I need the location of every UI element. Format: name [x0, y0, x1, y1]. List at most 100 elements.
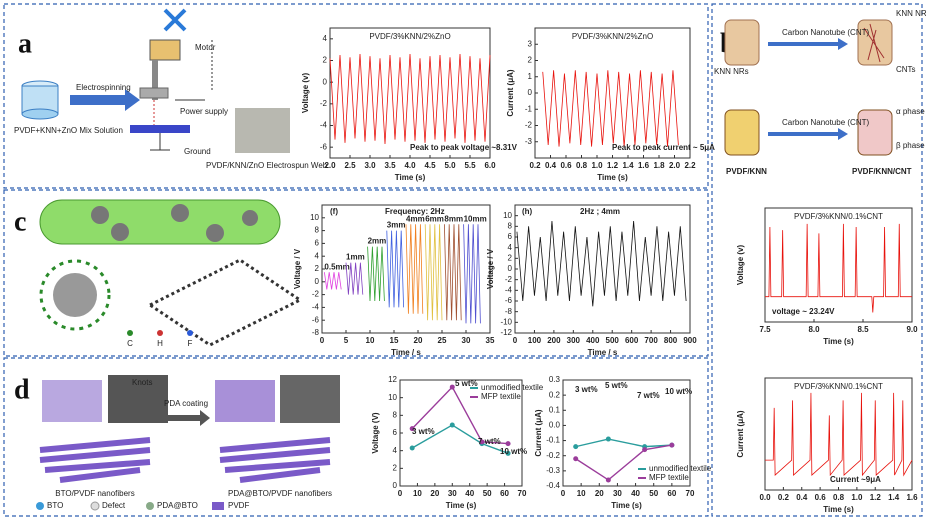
electrospinning-setup: [21, 8, 290, 153]
y-tick-label: -4: [505, 285, 513, 294]
x-tick-label: 0.2: [529, 161, 541, 170]
x-tick-label: 300: [567, 336, 581, 345]
ground-label: Ground: [184, 147, 211, 156]
legend-label: C: [127, 339, 133, 348]
x-tick-label: 35: [486, 336, 495, 345]
x-tick-label: 0.6: [815, 493, 827, 502]
x-axis-label: Time / s: [588, 348, 618, 357]
series-line: [575, 438, 672, 448]
x-tick-label: 1.0: [851, 493, 863, 502]
x-tick-label: 700: [644, 336, 658, 345]
y-tick-label: 4: [393, 446, 398, 455]
nanofiber-schematic: [36, 375, 340, 511]
y-axis-label: Current (μA): [506, 69, 515, 116]
chart-title: PVDF/3%KNN/2%ZnO: [572, 32, 653, 41]
x-tick-label: 50: [649, 489, 658, 498]
legend-label: unmodified textile: [481, 383, 544, 392]
y-tick-label: 8: [315, 226, 320, 235]
x-tick-label: 7.5: [759, 325, 771, 334]
x-tick-label: 400: [586, 336, 600, 345]
x-tick-label: 1.0: [591, 161, 603, 170]
x-tick-label: 8.5: [857, 325, 869, 334]
y-tick-label: 12: [388, 375, 397, 384]
x-tick-label: 0.8: [833, 493, 845, 502]
series-label: 0.5mm: [324, 262, 349, 271]
y-tick-label: 6: [508, 232, 513, 241]
x-tick-label: 0.8: [576, 161, 588, 170]
legend-label: MFP textile: [481, 392, 521, 401]
y-tick-label: 2: [323, 56, 328, 65]
y-axis-label: Voltage (v): [301, 73, 310, 114]
legend-label: H: [157, 339, 163, 348]
series-line: [463, 224, 481, 324]
y-tick-label: -4: [320, 121, 328, 130]
x-tick-label: 0.2: [778, 493, 790, 502]
point: [642, 447, 648, 453]
arrow-label: Carbon Nanotube (CNT): [782, 28, 869, 37]
step-label: PDA coating: [164, 399, 208, 408]
point: [479, 439, 485, 445]
material-label: PVDF/KNN/CNT: [852, 167, 912, 176]
series-line: [324, 272, 342, 290]
y-tick-label: -2: [312, 290, 320, 299]
series-label: 4mm: [406, 214, 425, 223]
annotation: 5 wt%: [455, 379, 478, 388]
y-tick-label: 4: [323, 34, 328, 43]
x-tick-label: 5.5: [464, 161, 476, 170]
x-tick-label: 10: [577, 489, 586, 498]
x-tick-label: 8.0: [808, 325, 820, 334]
y-tick-label: 1: [528, 72, 533, 81]
y-tick-label: -6: [505, 296, 513, 305]
y-tick-label: 10: [310, 213, 319, 222]
series-label: 10mm: [464, 214, 487, 223]
material-label: PVDF/KNN: [726, 167, 767, 176]
series-label: 6mm: [425, 214, 444, 223]
x-tick-label: 0.4: [545, 161, 557, 170]
y-tick-label: -0.3: [546, 466, 560, 475]
annotation: 7 wt%: [478, 437, 501, 446]
x-tick-label: 25: [438, 336, 447, 345]
series-line: [542, 70, 679, 147]
y-tick-label: 10: [388, 393, 397, 402]
y-tick-label: -2: [525, 121, 533, 130]
point: [449, 422, 455, 428]
panel-a-box: [3, 3, 709, 189]
y-tick-label: -10: [500, 317, 512, 326]
x-axis-label: Time (s): [395, 173, 426, 182]
y-tick-label: -2: [320, 99, 328, 108]
annotation: voltage ~ 23.24V: [772, 307, 835, 316]
series-line: [424, 224, 443, 321]
y-tick-label: -6: [320, 142, 328, 151]
x-tick-label: 1.6: [906, 493, 918, 502]
annotation: 10 wt%: [500, 447, 527, 456]
knn-label: KNN NRs: [896, 9, 926, 18]
annotation: (f): [330, 207, 338, 216]
x-tick-label: 40: [465, 489, 474, 498]
x-axis-label: Time (s): [611, 501, 642, 510]
y-tick-label: -1: [525, 104, 533, 113]
y-tick-label: 0.3: [549, 375, 561, 384]
y-tick-label: 8: [393, 410, 398, 419]
y-tick-label: 0: [508, 264, 513, 273]
x-tick-label: 50: [483, 489, 492, 498]
x-axis-label: Time (s): [446, 501, 477, 510]
y-tick-label: 6: [393, 428, 398, 437]
material-label: BTO/PVDF nanofibers: [55, 489, 134, 498]
panel-label: c: [14, 206, 26, 237]
x-tick-label: 1.2: [870, 493, 882, 502]
cnt-label: CNTs: [896, 65, 916, 74]
y-axis-label: Voltage / V: [486, 248, 495, 289]
annotation: 10 wt%: [665, 387, 692, 396]
plot-frame: [562, 379, 691, 487]
y-tick-label: 0: [323, 77, 328, 86]
x-tick-label: 3.0: [364, 161, 376, 170]
annotation: 2Hz ; 4mm: [580, 207, 620, 216]
y-tick-label: 2: [508, 253, 513, 262]
y-tick-label: -12: [500, 328, 512, 337]
power-label: Power supply: [180, 107, 228, 116]
fiber-schematic: [39, 199, 303, 347]
point: [449, 384, 455, 390]
point: [573, 444, 579, 450]
panel-c-box: [3, 189, 709, 357]
point: [605, 477, 611, 483]
